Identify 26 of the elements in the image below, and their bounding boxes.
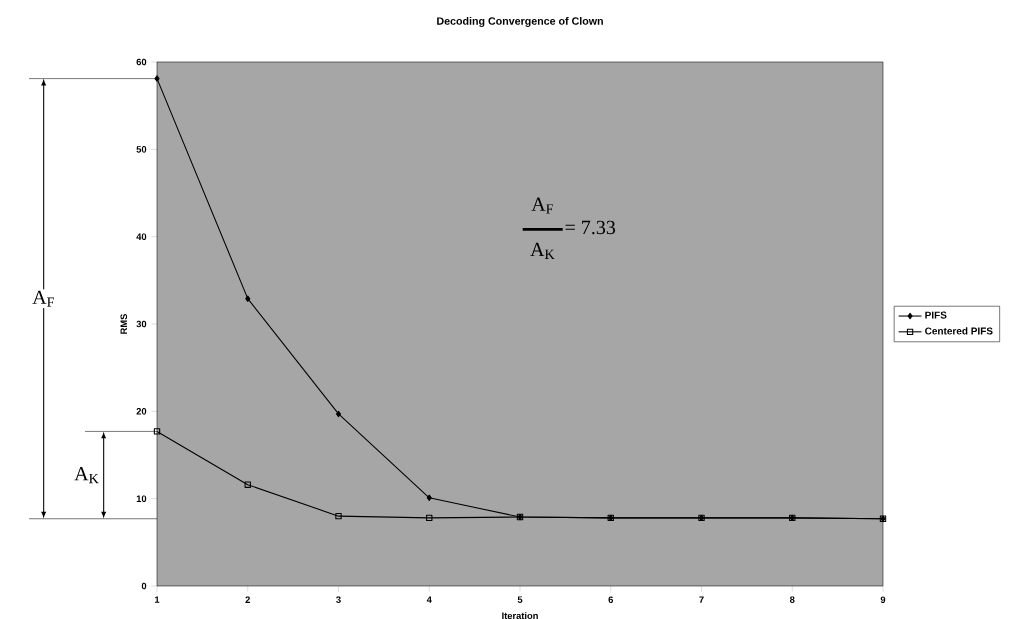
annotation: A$_{K}$ [530, 242, 555, 259]
y-tick-label: 30 [136, 320, 147, 328]
x-tick-label: 1 [155, 596, 160, 603]
y-tick-label: 40 [136, 233, 147, 240]
x-tick-label: 8 [789, 596, 795, 603]
x-tick-label: 9 [880, 596, 886, 603]
legend-label: PIFS [925, 311, 947, 319]
text: A$_{F}$ [32, 290, 54, 307]
x-tick-label: 4 [426, 596, 432, 603]
x-tick-label: 5 [517, 596, 523, 603]
y-tick-label: 50 [136, 146, 147, 153]
chart-title: Decoding Convergence of Clown [437, 16, 603, 27]
annotation: A$_{F}$ [531, 197, 553, 214]
legend-label: Centered PIFS [925, 327, 993, 335]
text: A$_{K}$ [74, 467, 99, 484]
x-tick-label: 7 [699, 596, 704, 603]
y-tick-label: 60 [136, 58, 147, 66]
y-axis-title: RMS [120, 314, 128, 334]
x-tick-label: 3 [336, 596, 341, 604]
x-tick-label: 6 [608, 596, 614, 603]
y-tick-label: 10 [136, 495, 147, 502]
y-tick-label: 0 [141, 582, 147, 590]
x-axis-title: Iteration [502, 612, 538, 619]
x-tick-label: 2 [245, 596, 250, 603]
annotation: = 7.33 [565, 220, 616, 235]
y-tick-label: 20 [136, 408, 147, 415]
